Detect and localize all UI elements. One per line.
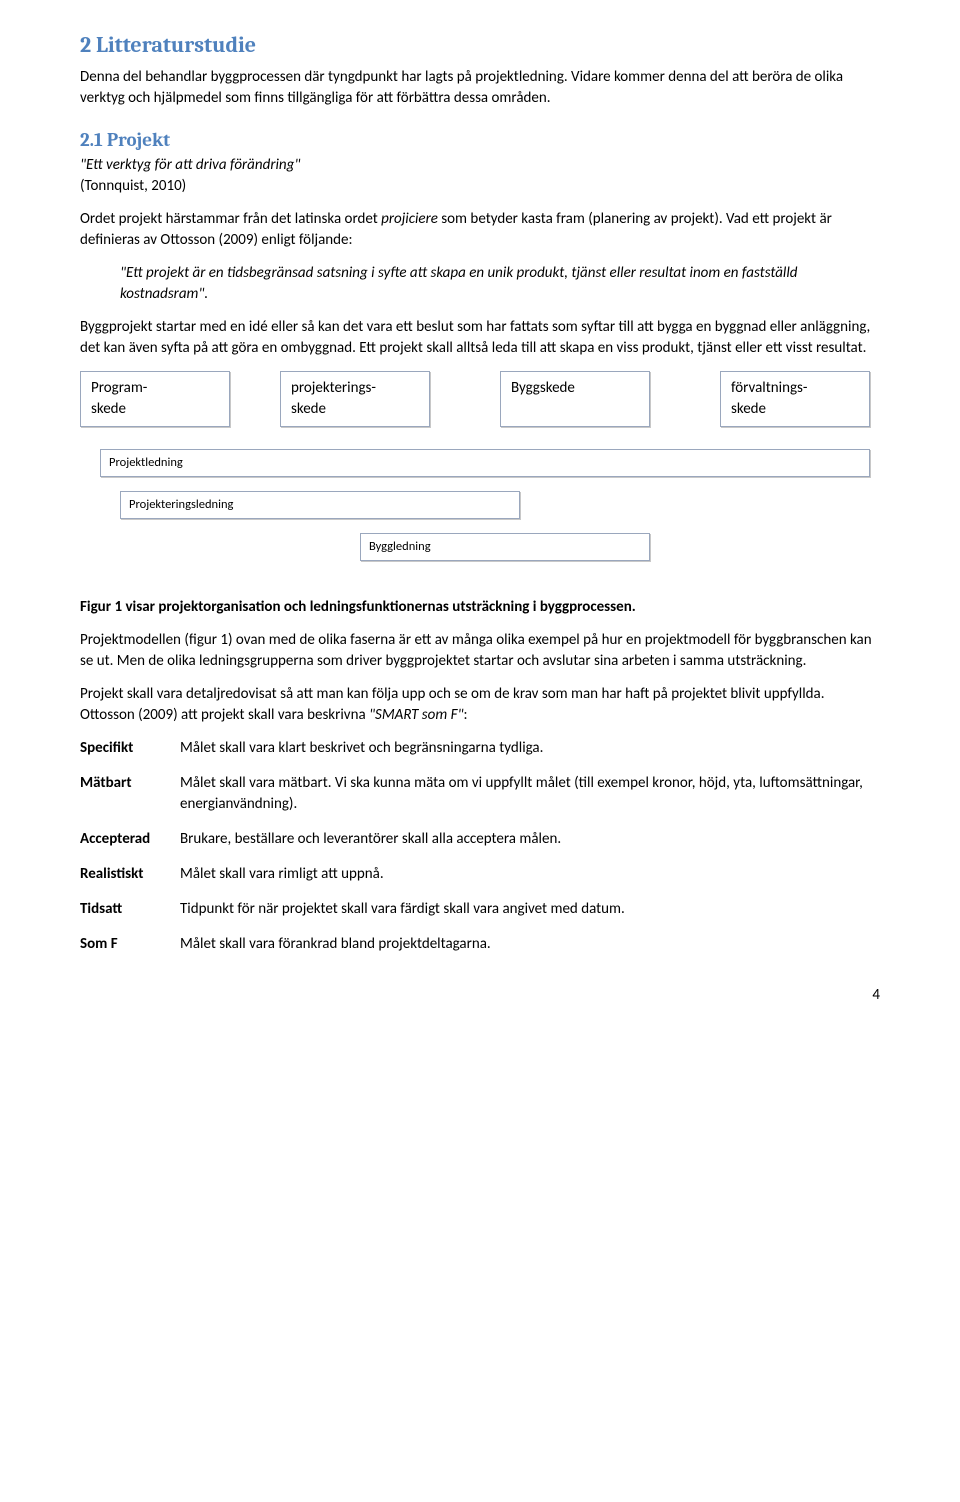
phase-box-bygg: Byggskede [500, 371, 650, 427]
block-quote: "Ett projekt är en tidsbegränsad satsnin… [120, 263, 860, 305]
section-heading: 2 Litteraturstudie [80, 30, 880, 61]
smart-label: Som F [80, 934, 180, 955]
phase-label: skede [731, 400, 766, 418]
phase-label: Byggskede [511, 379, 575, 397]
smart-label: Specifikt [80, 738, 180, 759]
smart-label: Realistiskt [80, 864, 180, 885]
phase-box-projektering: projekterings- skede [280, 371, 430, 427]
smart-row: Tidsatt Tidpunkt för när projektet skall… [80, 899, 880, 920]
mgmt-label: Projektledning [109, 455, 183, 470]
mgmt-label: Projekteringsledning [129, 497, 233, 512]
phase-label: förvaltnings- [731, 379, 807, 397]
smart-row: Mätbart Målet skall vara mätbart. Vi ska… [80, 773, 880, 815]
latin-term: projiciere [381, 210, 438, 228]
mgmt-box-projekteringsledning: Projekteringsledning [120, 491, 520, 519]
smart-desc: Målet skall vara rimligt att uppnå. [180, 864, 880, 885]
quote-text: "Ett verktyg för att driva förändring" [80, 156, 300, 174]
body-paragraph: Projektmodellen (figur 1) ovan med de ol… [80, 630, 880, 672]
intro-paragraph: Denna del behandlar byggprocessen där ty… [80, 67, 880, 109]
para5-c: : [464, 706, 468, 724]
phase-label: Program- [91, 379, 147, 397]
mgmt-box-byggledning: Byggledning [360, 533, 650, 561]
subsection-quote: "Ett verktyg för att driva förändring" (… [80, 155, 880, 197]
smart-label: Accepterad [80, 829, 180, 850]
phase-box-program: Program- skede [80, 371, 230, 427]
quote-citation: (Tonnquist, 2010) [80, 177, 186, 195]
smart-row: Accepterad Brukare, beställare och lever… [80, 829, 880, 850]
body-paragraph: Byggprojekt startar med en idé eller så … [80, 317, 880, 359]
phase-label: projekterings- [291, 379, 376, 397]
smart-desc: Tidpunkt för när projektet skall vara fä… [180, 899, 880, 920]
body-paragraph: Ordet projekt härstammar från det latins… [80, 209, 880, 251]
smart-term: "SMART som F" [369, 706, 463, 724]
smart-desc: Målet skall vara mätbart. Vi ska kunna m… [180, 773, 880, 815]
body-paragraph: Projekt skall vara detaljredovisat så at… [80, 684, 880, 726]
phase-box-forvaltning: förvaltnings- skede [720, 371, 870, 427]
page-number: 4 [80, 985, 880, 1006]
phase-diagram: Program- skede projekterings- skede Bygg… [80, 371, 880, 579]
smart-desc: Målet skall vara förankrad bland projekt… [180, 934, 880, 955]
smart-label: Mätbart [80, 773, 180, 794]
mgmt-box-projektledning: Projektledning [100, 449, 870, 477]
phase-label: skede [91, 400, 126, 418]
para2-part1: Ordet projekt härstammar från det latins… [80, 210, 381, 228]
subsection-heading: 2.1 Projekt [80, 127, 880, 154]
smart-row: Specifikt Målet skall vara klart beskriv… [80, 738, 880, 759]
smart-desc: Brukare, beställare och leverantörer ska… [180, 829, 880, 850]
mgmt-label: Byggledning [369, 539, 431, 554]
smart-label: Tidsatt [80, 899, 180, 920]
smart-row: Realistiskt Målet skall vara rimligt att… [80, 864, 880, 885]
smart-desc: Målet skall vara klart beskrivet och beg… [180, 738, 880, 759]
smart-row: Som F Målet skall vara förankrad bland p… [80, 934, 880, 955]
phase-label: skede [291, 400, 326, 418]
figure-caption: Figur 1 visar projektorganisation och le… [80, 597, 880, 618]
smart-list: Specifikt Målet skall vara klart beskriv… [80, 738, 880, 955]
